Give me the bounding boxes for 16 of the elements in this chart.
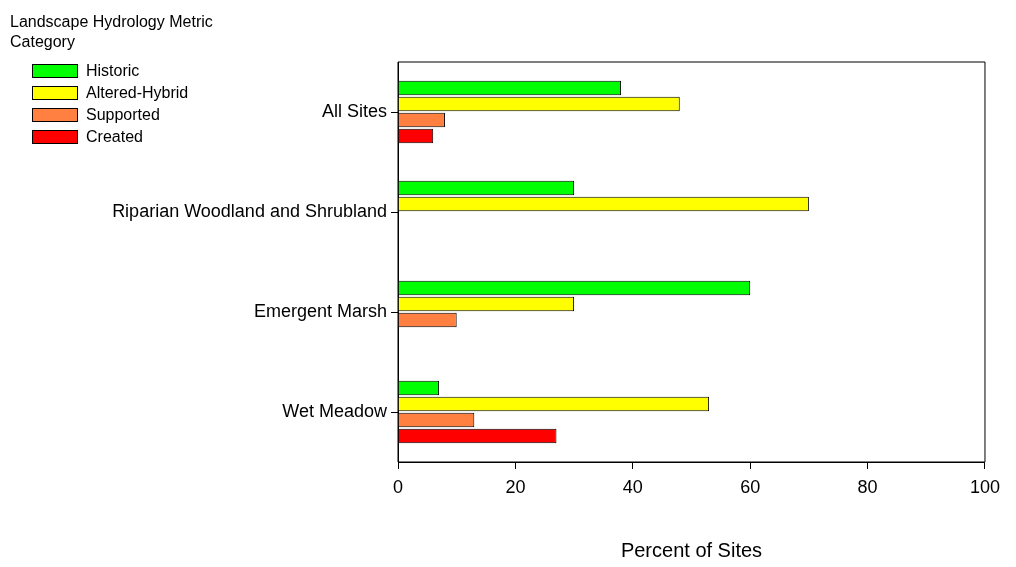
legend-label: Created xyxy=(86,128,143,146)
x-tick-label: 0 xyxy=(392,476,404,497)
y-tick-label: Wet Meadow xyxy=(282,400,388,421)
legend-label: Historic xyxy=(86,62,140,80)
x-tick-label: 60 xyxy=(740,476,761,497)
x-tick-label: 80 xyxy=(857,476,878,497)
legend-title: Landscape Hydrology Metric Category xyxy=(10,12,214,52)
x-tick-label: 40 xyxy=(622,476,643,497)
y-tick-label: Riparian Woodland and Shrubland xyxy=(112,200,387,221)
x-axis-title: Percent of Sites xyxy=(620,538,763,561)
y-tick-label: Emergent Marsh xyxy=(253,300,387,321)
x-tick-label: 20 xyxy=(505,476,526,497)
x-tick-label: 100 xyxy=(969,476,1001,497)
legend-label: Supported xyxy=(86,106,160,124)
y-tick-label: All Sites xyxy=(321,100,387,121)
legend-label: Altered-Hybrid xyxy=(86,84,189,102)
